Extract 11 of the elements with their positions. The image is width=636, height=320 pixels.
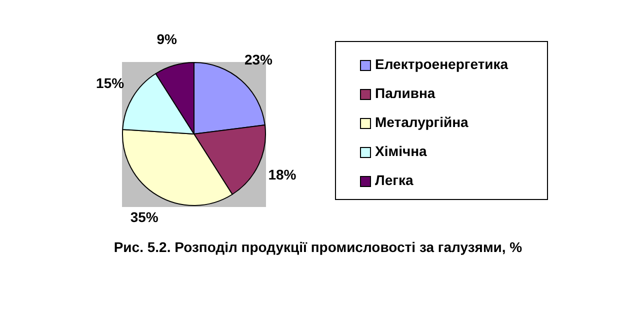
text: Рис. 5.2. Розподіл продукції промисловості за галузями, % [112,239,524,255]
data-label: 23% [244,52,274,68]
legend-label: Металургійна [374,114,470,132]
legend-label: Легка [374,172,414,190]
legend-label: Електроенергетика [374,56,510,74]
legend-label: Паливна [374,85,436,103]
data-label: 15% [96,75,125,92]
data-label: 35% [130,208,159,225]
legend-label: Хімічна [374,143,428,161]
data-label: 18% [268,166,297,182]
data-label: 9% [156,31,178,48]
